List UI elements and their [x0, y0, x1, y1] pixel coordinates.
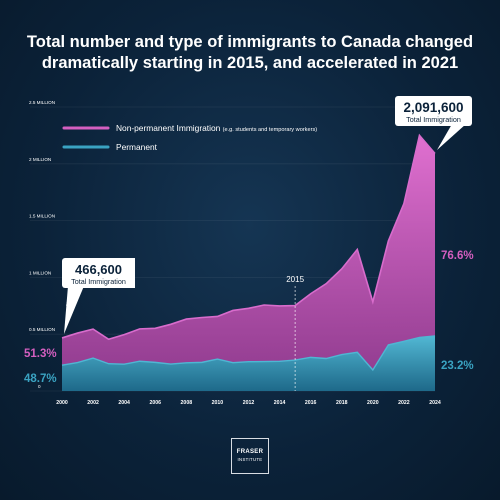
marker-label: 2015 — [286, 275, 304, 284]
line-total — [61, 133, 436, 341]
share-end-non-permanent: 76.6% — [441, 250, 474, 262]
x-tick-label: 2008 — [181, 400, 193, 406]
y-tick-label: 1.5 MILLION — [29, 214, 55, 219]
x-tick-label: 2024 — [429, 400, 441, 406]
y-tick-label: 1 MILLION — [29, 270, 51, 275]
callout-end-pointer — [437, 124, 466, 150]
x-tick-label: 2002 — [87, 400, 99, 406]
chart-title: Total number and type of immigrants to C… — [26, 33, 474, 72]
callout-end-value: 2,091,600 — [403, 100, 463, 115]
x-axis-ticks: 2000 2002 2004 2006 2008 2010 2012 2014 2016 2018… — [56, 400, 441, 406]
callout-start-pointer — [64, 286, 84, 334]
fraser-institute-logo: FRASER INSTITUTE — [231, 438, 269, 474]
share-start-non-permanent: 51.3% — [24, 348, 57, 360]
line-permanent — [61, 335, 436, 372]
series-areas — [61, 133, 436, 391]
logo-line1: FRASER — [236, 449, 264, 455]
y-tick-label: 2 MILLION — [29, 157, 51, 162]
x-tick-label: 2018 — [336, 400, 348, 406]
x-tick-label: 2010 — [212, 400, 224, 406]
x-tick-label: 2012 — [243, 400, 255, 406]
y-tick-label: 0.5 MILLION — [29, 327, 55, 332]
x-tick-label: 2016 — [305, 400, 317, 406]
share-end-permanent: 23.2% — [441, 360, 474, 372]
area-permanent — [62, 335, 435, 391]
legend: Non-permanent Immigration (e.g. students… — [62, 123, 317, 152]
x-tick-label: 2006 — [149, 400, 161, 406]
area-non-permanent — [62, 135, 435, 370]
y-tick-label: 0 — [38, 384, 41, 389]
callout-end-label: Total Immigration — [406, 115, 461, 124]
callout-start-value: 466,600 — [75, 262, 122, 277]
year-marker: 2015 — [286, 275, 305, 391]
share-labels: 51.3% 48.7% 76.6% 23.2% — [24, 250, 474, 385]
share-start-permanent: 48.7% — [24, 373, 57, 385]
callout-end-bg — [395, 96, 472, 126]
logo-line2: INSTITUTE — [237, 457, 263, 462]
x-tick-label: 2004 — [118, 400, 130, 406]
legend-label-permanent: Permanent — [116, 142, 158, 152]
y-tick-label: 2.5 MILLION — [29, 100, 55, 105]
x-tick-label: 2022 — [398, 400, 410, 406]
y-axis-ticks: 0 0.5 MILLION 1 MILLION 1.5 MILLION 2 MILLIO… — [29, 100, 55, 389]
legend-label-non-permanent: Non-permanent Immigration (e.g. students… — [116, 123, 317, 133]
x-tick-label: 2014 — [274, 400, 286, 406]
callout-start-label: Total Immigration — [71, 277, 126, 286]
callout-start-bg — [62, 258, 135, 288]
x-tick-label: 2000 — [56, 400, 68, 406]
x-tick-label: 2020 — [367, 400, 379, 406]
